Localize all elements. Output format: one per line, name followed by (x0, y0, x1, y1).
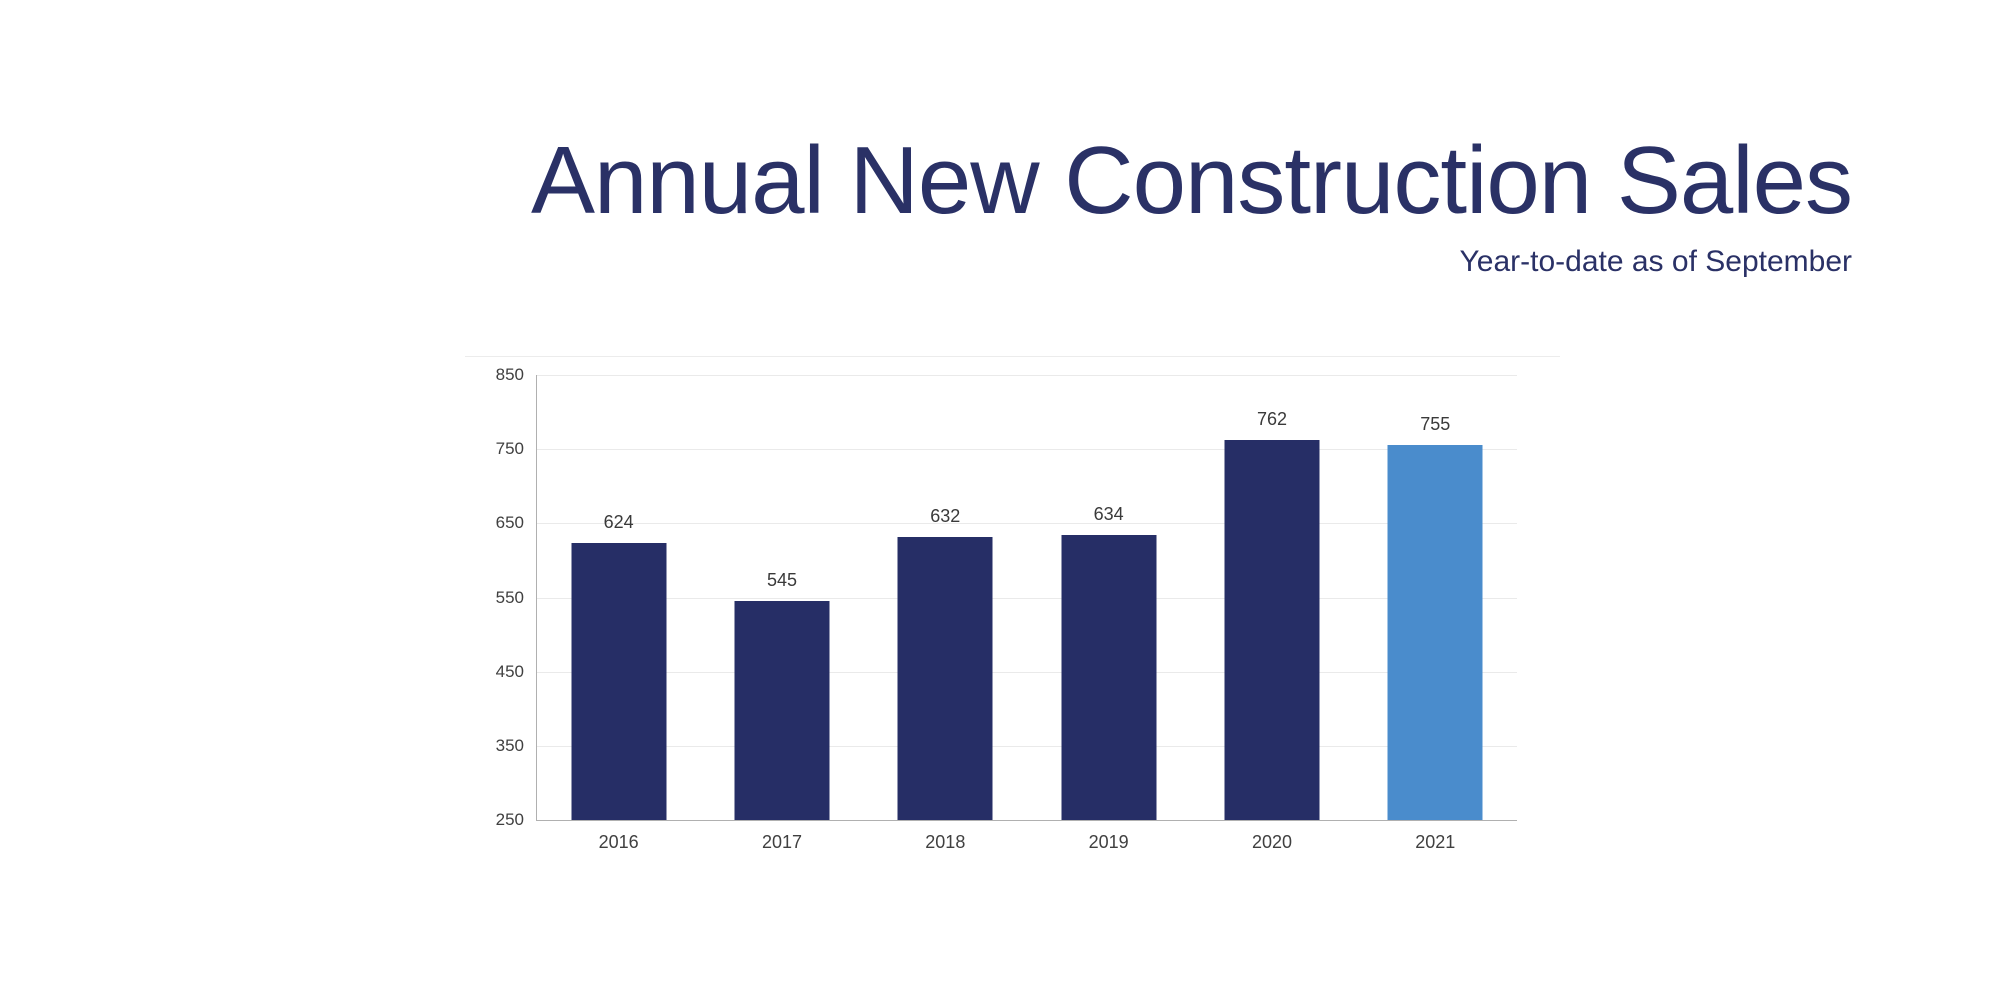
bar-2016 (571, 542, 667, 820)
bar-2021 (1387, 445, 1483, 820)
bar-slot-2016: 624 2016 (537, 375, 700, 852)
bar-2020 (1224, 440, 1320, 820)
y-axis-tick-label: 750 (495, 439, 524, 459)
page-subtitle: Year-to-date as of September (1459, 245, 1852, 278)
gridline (537, 671, 1517, 673)
bar-slot-2020: 762 2020 (1190, 375, 1353, 852)
bar-2018 (897, 536, 993, 820)
x-axis-tick-label-2019: 2019 (1088, 832, 1129, 852)
plot-area: 624 2016 545 2017 632 2018 634 2019 762 2020 755 20… (536, 375, 1517, 852)
page-title: Annual New Construction Sales (530, 127, 1853, 234)
bar-slots: 624 2016 545 2017 632 2018 634 2019 762 2020 755 20… (537, 375, 1517, 852)
bar-value-label-2020: 762 (1256, 409, 1287, 430)
y-axis: 250 350 450 550 650 750 850 (430, 365, 524, 829)
y-axis-tick-label: 850 (495, 365, 524, 384)
bar-slot-2021: 755 2021 (1354, 375, 1517, 852)
bar-value-label-2016: 624 (603, 511, 634, 532)
gridline (537, 449, 1517, 451)
bar-slot-2019: 634 2019 (1027, 375, 1190, 852)
gridline (537, 597, 1517, 599)
x-axis-tick-label-2017: 2017 (761, 832, 803, 852)
y-axis-tick-label: 650 (495, 513, 524, 533)
gridline (537, 523, 1517, 525)
x-axis-tick-label-2020: 2020 (1251, 832, 1292, 852)
bar-value-label-2017: 545 (766, 570, 798, 591)
x-axis-tick-label-2016: 2016 (598, 832, 639, 852)
chart-header: Annual New Construction Sales Year-to-da… (530, 127, 1853, 279)
bar-value-label-2021: 755 (1420, 414, 1451, 435)
bar-slot-2018: 632 2018 (864, 375, 1027, 852)
bar-value-label-2018: 632 (930, 505, 961, 526)
y-axis-tick-label: 450 (495, 661, 524, 681)
bar-slot-2017: 545 2017 (700, 375, 863, 852)
bar-2019 (1061, 535, 1157, 820)
gridline (537, 745, 1517, 747)
y-axis-tick-label: 250 (495, 810, 524, 829)
gridline (537, 375, 1517, 376)
y-axis-tick-label: 550 (495, 587, 524, 607)
y-axis-tick-label: 350 (495, 735, 524, 755)
bar-2017 (734, 601, 830, 820)
x-axis-tick-label-2021: 2021 (1415, 832, 1456, 852)
bar-value-label-2019: 634 (1093, 504, 1124, 525)
x-axis-tick-label-2018: 2018 (925, 832, 966, 852)
